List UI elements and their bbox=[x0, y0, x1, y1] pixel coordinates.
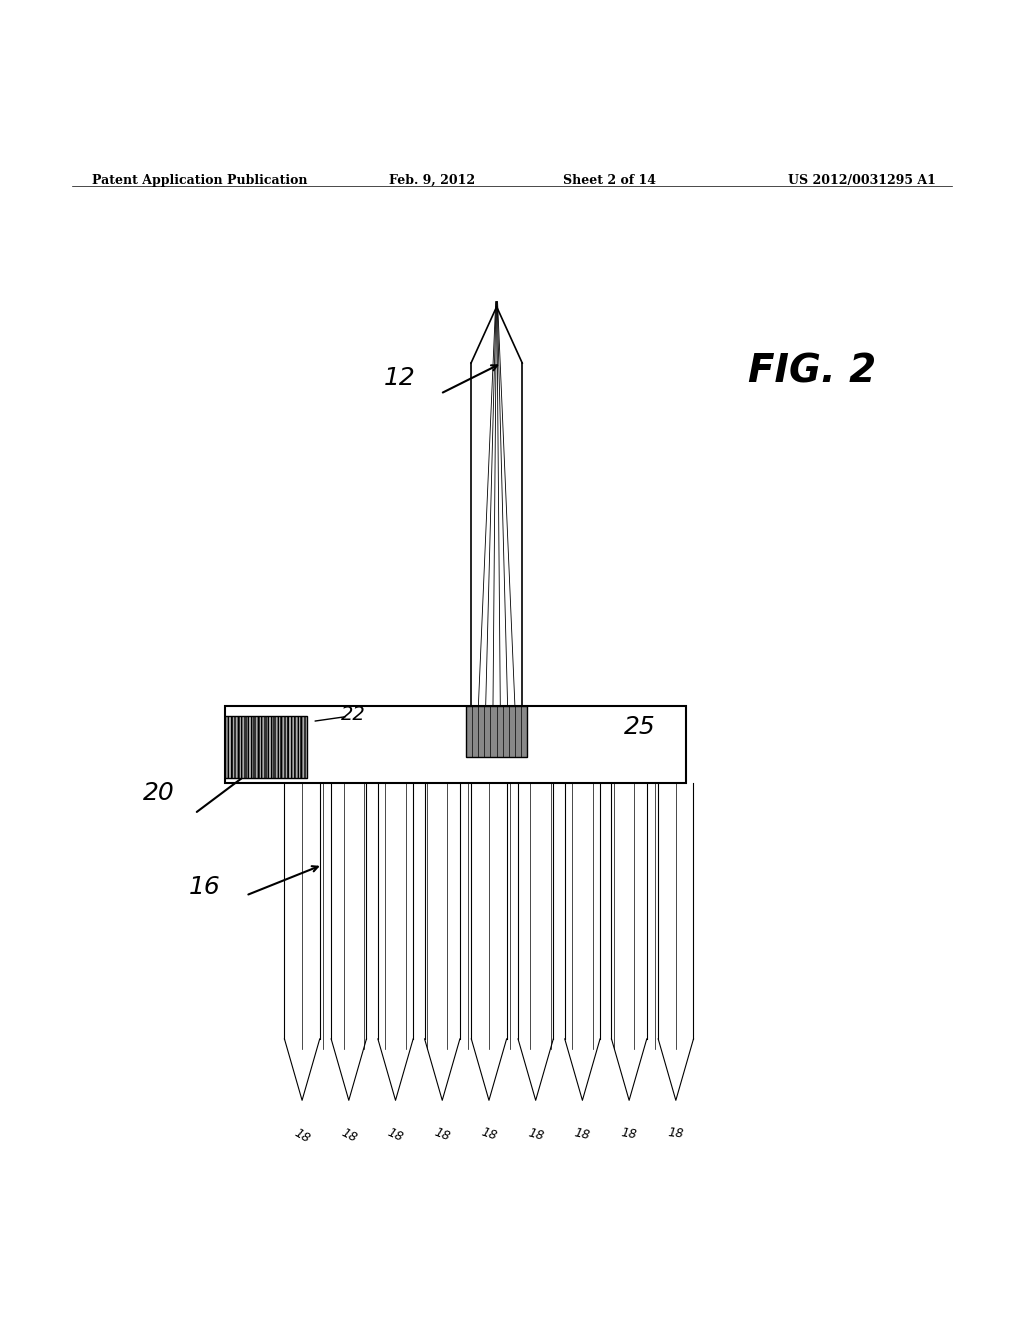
Text: 18: 18 bbox=[292, 1126, 312, 1146]
Text: 18: 18 bbox=[386, 1126, 406, 1144]
Bar bbox=[225, 706, 686, 783]
Text: 16: 16 bbox=[188, 875, 221, 899]
Text: 18: 18 bbox=[668, 1126, 684, 1140]
Bar bbox=[225, 717, 307, 777]
Text: Patent Application Publication: Patent Application Publication bbox=[92, 174, 307, 186]
Bar bbox=[466, 706, 527, 758]
Text: FIG. 2: FIG. 2 bbox=[748, 352, 876, 391]
Text: 18: 18 bbox=[526, 1126, 545, 1143]
Text: 18: 18 bbox=[432, 1126, 452, 1144]
Text: 22: 22 bbox=[341, 705, 366, 723]
Text: 18: 18 bbox=[573, 1126, 592, 1142]
Text: Feb. 9, 2012: Feb. 9, 2012 bbox=[389, 174, 475, 186]
Text: 20: 20 bbox=[142, 781, 175, 805]
Text: 18: 18 bbox=[621, 1126, 638, 1142]
Text: US 2012/0031295 A1: US 2012/0031295 A1 bbox=[788, 174, 936, 186]
Text: Sheet 2 of 14: Sheet 2 of 14 bbox=[563, 174, 656, 186]
Text: 18: 18 bbox=[339, 1126, 358, 1144]
Text: 22: 22 bbox=[500, 717, 524, 737]
Text: 25: 25 bbox=[624, 714, 656, 739]
Text: 18: 18 bbox=[479, 1126, 499, 1143]
Text: 12: 12 bbox=[383, 367, 416, 391]
